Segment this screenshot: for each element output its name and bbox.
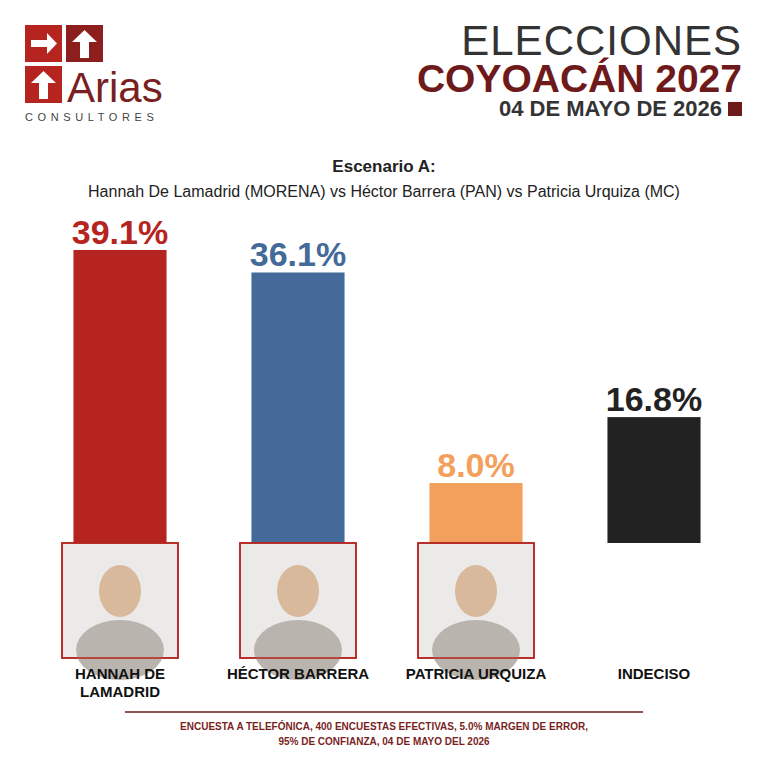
chart: AriasCONSULTORESELECCIONESCOYOACÁN 20270… (0, 0, 768, 768)
annotation: 04 DE MAYO DE 2026 (499, 96, 722, 121)
photo (418, 543, 534, 680)
photo-border (240, 543, 356, 658)
title: Escenario A: (332, 157, 435, 176)
annotation: 95% DE CONFIANZA, 04 DE MAYO DEL 2026 (278, 736, 490, 747)
bar (251, 272, 344, 543)
x-axis: HANNAH DELAMADRID HÉCTOR BARRERA PATRICIA … (75, 665, 691, 700)
logo-square (25, 66, 62, 103)
photo-border (62, 543, 178, 658)
photo-head (99, 565, 141, 617)
photo (62, 543, 178, 680)
x-tick: INDECISO (618, 665, 691, 682)
header-square (728, 102, 742, 116)
x-tick-label: HANNAH DELAMADRID (75, 665, 165, 700)
x-tick: HÉCTOR BARRERA (227, 665, 369, 682)
logo-arrow (31, 33, 57, 54)
data-label: 16.8% (606, 380, 702, 418)
bar (73, 250, 166, 543)
logo-arrow (31, 71, 56, 99)
logo-square (66, 25, 103, 62)
annotation: Arias (67, 64, 163, 111)
data-label: 8.0% (437, 446, 515, 484)
bar (429, 483, 522, 543)
annotation: CONSULTORES (25, 111, 158, 123)
data-labels: 39.1% 36.1% 8.0% 16.8% (72, 213, 702, 484)
annotation: COYOACÁN 2027 (417, 57, 742, 100)
photo (240, 543, 356, 680)
logo-square (25, 25, 62, 62)
x-tick: PATRICIA URQUIZA (406, 665, 547, 682)
photo-head (455, 565, 497, 617)
photo-head (277, 565, 319, 617)
annotation: ENCUESTA A TELEFÓNICA, 400 ENCUESTAS EFE… (180, 720, 588, 732)
bar (607, 417, 700, 543)
x-tick-label: HÉCTOR BARRERA (227, 665, 369, 682)
subtitle: Hannah De Lamadrid (MORENA) vs Héctor Ba… (88, 183, 680, 200)
footer-rule (125, 711, 643, 713)
data-label: 36.1% (250, 235, 346, 273)
data-label: 39.1% (72, 213, 168, 251)
x-tick-label: PATRICIA URQUIZA (406, 665, 547, 682)
photo-border (418, 543, 534, 658)
logo-arrow (72, 30, 97, 58)
photos (62, 543, 534, 680)
x-tick: HANNAH DELAMADRID (75, 665, 165, 700)
background (0, 0, 768, 768)
x-tick-label: INDECISO (618, 665, 691, 682)
